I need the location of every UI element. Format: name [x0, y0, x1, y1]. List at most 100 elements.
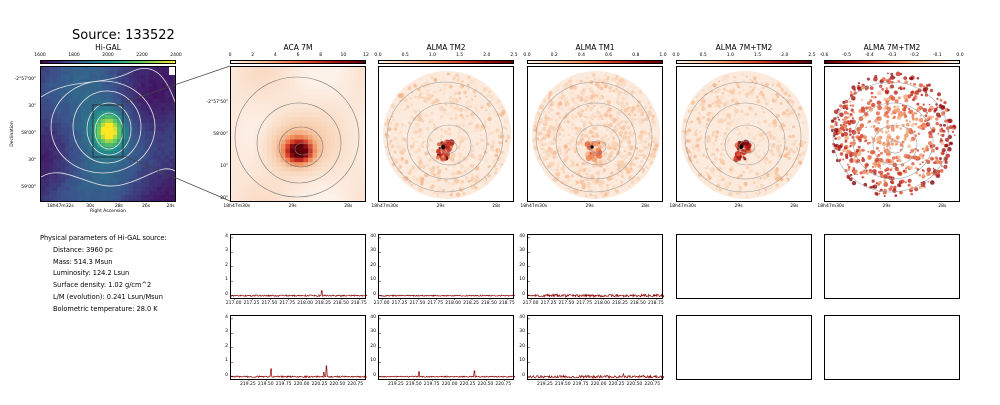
spectrum-bottom-aca-x-tick: 220.50: [329, 382, 346, 387]
spectrum-bottom-tm1-plot: [527, 315, 665, 381]
spectrum-bottom-aca-line: [230, 365, 368, 379]
spectrum-top-aca-x-tick: 217.75: [279, 301, 296, 306]
alma-7m-tm2-x-tick: 18h47m30s: [669, 204, 697, 209]
spectrum-top-aca-svg: [230, 237, 368, 300]
spectrum-bottom-aca-x-tick: 219.25: [240, 382, 256, 387]
alma-7m-tm2-colorbar-gradient: [676, 60, 812, 64]
spectrum-top-tm2-plot: [378, 234, 516, 300]
aca-7m-y-tick: 58'00": [213, 132, 228, 138]
alma-7m-tm2-negative-colorbar-tick: -0.3: [887, 53, 897, 58]
alma-tm1-x-tick: 29s: [585, 204, 594, 209]
hi-gal-colorbar-tick: 1600: [34, 53, 46, 58]
spectrum-top-tm2-svg: [378, 237, 516, 300]
alma-7m-tm2-colorbar-tick: 0.5: [699, 53, 707, 58]
spectrum-bottom-tm1-x-tick: 219.50: [554, 382, 571, 387]
alma-tm2-colorbar-tick: 0.0: [374, 53, 382, 58]
alma-tm1-x-tick: 18h47m30s: [520, 204, 548, 209]
alma-7m-tm2-title: ALMA 7M+TM2: [715, 43, 773, 52]
spectrum-bottom-tm1-svg: [527, 318, 665, 381]
alma-7m-tm2-negative-colorbar: -0.6 -0.5 -0.4 -0.3 -0.2 -0.1 0.0: [820, 53, 964, 65]
spectrum-bottom-tm2-x-tick: 220.25: [459, 382, 476, 387]
spectrum-bottom-tm1-y-tick: 0: [522, 372, 525, 378]
alma-tm2-image: [378, 66, 514, 202]
spectrum-bottom-aca-svg: [230, 318, 368, 381]
spectrum-bottom-tm2-y-tick: 30: [370, 329, 376, 335]
hi-gal-colorbar-tick: 2400: [170, 53, 182, 58]
hi-gal-y-tick: 59'00": [21, 185, 36, 191]
hi-gal-xlabel: Right Ascension: [90, 209, 126, 214]
aca-7m-x-tick: 29s: [288, 204, 297, 209]
alma-tm1-colorbar-tick: 0.6: [605, 53, 613, 58]
hi-gal-colorbar: 1600 1800 2000 2200 2400: [34, 53, 182, 65]
empty-spectrum-top-7m-tm2-negative: [824, 234, 960, 299]
spectrum-top-aca-x-tick: 217.50: [261, 301, 278, 306]
aca-7m-contours: [234, 76, 360, 198]
spectrum-top-tm1-y-tick: 40: [519, 233, 525, 239]
alma-tm1-colorbar: 0.0 0.2 0.4 0.6 0.8 1.0: [523, 53, 667, 65]
hi-gal-y-tick: 58'00": [21, 131, 36, 136]
aca-7m-y-tick: 20": [220, 196, 228, 202]
alma-tm1-map: [532, 71, 660, 199]
spectrum-top-aca-y-tick: 2: [225, 262, 228, 268]
alma-7m-tm2-contours: [684, 81, 802, 193]
alma-tm1-colorbar-tick: 0.0: [523, 53, 531, 58]
spectrum-top-tm2-y-tick: 10: [370, 277, 376, 283]
aca-7m-image: [230, 66, 366, 202]
spectrum-bottom-tm2-svg: [378, 318, 516, 381]
spectrum-top-tm1-x-tick: 218.75: [647, 301, 664, 306]
hi-gal-x-tick: 18h47m32s: [47, 204, 74, 209]
alma-tm1-colorbar-tick: 0.8: [632, 53, 640, 58]
alma-7m-tm2-negative-colorbar-tick: -0.4: [864, 53, 874, 58]
spectrum-top-tm2-x-tick: 218.50: [481, 301, 497, 306]
aca-7m-colorbar-tick: 8: [319, 53, 323, 58]
alma-tm2-colorbar-tick: 1.0: [428, 53, 436, 58]
param-mass: Mass: 514.3 Msun: [53, 257, 113, 266]
hi-gal-y-tick: -2°57'00": [14, 76, 37, 82]
alma-tm1-colorbar-tick: 0.4: [577, 53, 585, 58]
spectrum-top-tm2-x-tick: 218.00: [445, 301, 462, 306]
spectrum-bottom-aca-y-tick: 4: [225, 314, 228, 320]
spectrum-bottom-tm1-y-tick: 10: [519, 358, 525, 364]
spectrum-top-aca-x-tick: 218.00: [297, 301, 314, 306]
alma-tm2-x-ticks: 18h47m30s 29s 28s: [371, 204, 514, 212]
spectrum-bottom-tm1-x-tick: 220.25: [608, 382, 625, 387]
spectrum-top-aca-y-tick: 0: [225, 291, 228, 297]
spectrum-top-tm2-x-tick: 217.00: [373, 301, 390, 306]
spectrum-bottom-tm2-y-tick: 10: [370, 358, 376, 364]
alma-tm2-x-tick: 18h47m30s: [371, 204, 399, 209]
alma-7m-tm2-negative-image: [824, 66, 960, 202]
spectrum-bottom-tm2-y-tick: 0: [373, 372, 376, 378]
aca-7m-colorbar: 0 2 4 6 8 10 12: [229, 53, 369, 65]
alma-7m-tm2-colorbar-tick: 1.0: [726, 53, 734, 58]
alma-7m-tm2-negative-x-tick: 29s: [882, 204, 891, 209]
hi-gal-pixels: [41, 67, 175, 201]
alma-tm1-colorbar-tick: 0.2: [550, 53, 558, 58]
spectrum-top-tm2-y-tick: 20: [370, 262, 376, 268]
spectrum-top-tm2-y-tick: 30: [370, 248, 376, 254]
spectrum-top-tm2-line: [378, 294, 516, 298]
alma-tm2-contours: [386, 81, 504, 193]
spectrum-top-tm1-y-tick: 20: [519, 262, 525, 268]
spectrum-bottom-aca-y-tick: 2: [225, 343, 228, 349]
spectrum-top-aca-x-tick: 218.75: [350, 301, 367, 306]
spectrum-top-aca-y-tick: 1: [225, 277, 228, 283]
aca-7m-colorbar-gradient: [230, 60, 366, 64]
hi-gal-x-tick: 24s: [166, 204, 175, 209]
alma-7m-tm2-colorbar-tick: 1.5: [754, 53, 762, 58]
param-distance: Distance: 3960 pc: [53, 245, 113, 254]
hi-gal-title: Hi-GAL: [95, 43, 121, 52]
alma-7m-tm2-negative-x-tick: 18h47m30s: [817, 204, 845, 209]
spectrum-top-tm2-x-tick: 217.50: [409, 301, 426, 306]
alma-7m-tm2-colorbar-tick: 2.5: [808, 53, 816, 58]
spectrum-bottom-tm1-x-tick: 220.00: [590, 382, 607, 387]
aca-7m-x-ticks: 18h47m30s 29s 28s: [223, 204, 366, 212]
alma-7m-tm2-colorbar: 0.0 0.5 1.0 1.5 2.0 2.5: [672, 53, 816, 65]
spectrum-top-tm1-x-tick: 217.75: [576, 301, 593, 306]
spectrum-top-tm2-x-tick: 218.25: [463, 301, 479, 306]
param-luminosity: Luminosity: 124.2 Lsun: [53, 269, 130, 278]
empty-spectrum-bottom-7m-tm2-negative: [824, 315, 960, 380]
spectrum-top-aca-plot: [230, 234, 368, 300]
spectrum-top-aca-y-tick: 3: [225, 248, 228, 254]
spectrum-bottom-aca-x-tick: 219.75: [275, 382, 292, 387]
